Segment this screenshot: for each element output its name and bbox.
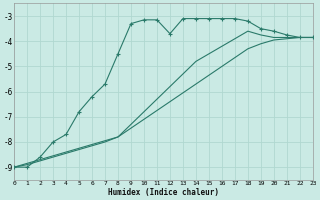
- X-axis label: Humidex (Indice chaleur): Humidex (Indice chaleur): [108, 188, 219, 197]
